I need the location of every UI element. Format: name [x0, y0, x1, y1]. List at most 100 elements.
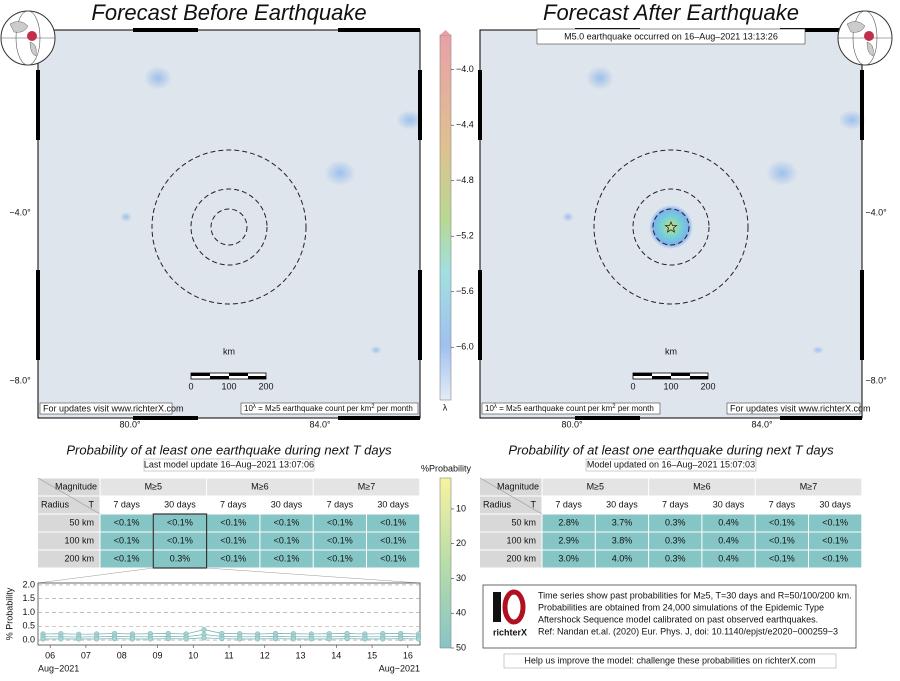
lat-label: −4.0°: [865, 207, 887, 217]
lon-label: 84.0°: [309, 419, 331, 429]
lon-label: 80.0°: [561, 419, 583, 429]
radius-ring: [151, 149, 307, 305]
scale-bar-fill: [191, 373, 210, 376]
rate-anomaly: [838, 110, 866, 130]
series-point: [255, 636, 261, 642]
table-cell: <0.1%: [769, 553, 795, 563]
series-point: [272, 636, 279, 642]
colorbar-tick-label: −5.2: [456, 231, 474, 241]
table-cell: <0.1%: [327, 517, 353, 527]
scale-bar-fill: [690, 376, 708, 379]
scale-label: 200: [700, 381, 715, 391]
globe-land: [846, 21, 874, 57]
series-point: [94, 636, 100, 642]
legend-note: 10λ = M≥5 earthquake count per km2 per m…: [244, 404, 413, 414]
subtitle-box: [585, 458, 757, 472]
table-cell: <0.1%: [822, 553, 848, 563]
updates-box: [39, 402, 173, 415]
scale-bar-fill: [248, 376, 266, 379]
rate-anomaly: [586, 66, 614, 90]
table-cell: 3.7%: [612, 517, 633, 527]
footer-box: [503, 653, 837, 669]
colorbar: [439, 477, 452, 649]
logo-ring: [502, 589, 526, 625]
y-tick-label: 2.0: [22, 579, 35, 589]
corner-diagonal: [479, 477, 543, 515]
table-cell: <0.1%: [114, 517, 140, 527]
footer-note: Help us improve the model: challenge the…: [524, 655, 815, 665]
scale-unit: km: [665, 346, 677, 356]
series-line: [43, 634, 419, 638]
colorbar-tick-label: −4.8: [456, 175, 474, 185]
info-box: [482, 584, 857, 649]
series-point: [380, 636, 386, 642]
period-header: 7 days: [220, 499, 247, 509]
table-cell: 0.3%: [665, 517, 686, 527]
period-header: 7 days: [327, 499, 354, 509]
series-point: [147, 636, 153, 642]
colorbar-tick-label: 50: [456, 642, 466, 652]
corner-magnitude: Magnitude: [55, 481, 97, 491]
colorbar-tick-label: 30: [456, 573, 466, 583]
table-cell: <0.1%: [114, 535, 140, 545]
period-header: 7 days: [769, 499, 796, 509]
scale-bar-fill: [671, 373, 690, 376]
table-cell: <0.1%: [769, 535, 795, 545]
colorbar-tick-label: 20: [456, 538, 466, 548]
series-line: [43, 629, 419, 635]
table-cell: <0.1%: [822, 535, 848, 545]
zoom-line: [206, 567, 421, 584]
highlight-box: [152, 513, 208, 569]
corner-t: T: [89, 499, 95, 509]
table-cell: 3.8%: [612, 535, 633, 545]
series-point: [58, 636, 64, 642]
corner-radius: Radius: [483, 499, 512, 509]
row-label: 200 km: [506, 553, 536, 563]
row-label: 100 km: [506, 535, 536, 545]
x-tick-label: 12: [260, 650, 270, 660]
radius-ring: [210, 208, 248, 246]
period-header: 30 days: [606, 499, 638, 509]
series-point: [201, 635, 207, 641]
series-point: [415, 636, 422, 642]
scale-label: 0: [188, 381, 193, 391]
info-line: Time series show past probabilities for …: [538, 590, 852, 600]
table-header-row: [480, 496, 862, 514]
row-label: 50 km: [511, 517, 536, 527]
table-cell: <0.1%: [167, 517, 193, 527]
row-label: 200 km: [64, 553, 94, 563]
y-tick-label: 0.5: [22, 621, 35, 631]
scale-bar-fill: [652, 376, 671, 379]
colorbar-tick-label: 10: [456, 503, 466, 513]
table-cell: 0.4%: [718, 553, 739, 563]
period-header: 30 days: [377, 499, 409, 509]
rate-anomaly: [562, 212, 574, 222]
table-cell: <0.1%: [220, 535, 246, 545]
zoom-line: [37, 567, 154, 584]
x-tick-label: 11: [224, 650, 233, 660]
period-header: 7 days: [662, 499, 689, 509]
map-frame: [37, 29, 421, 419]
series-point: [219, 636, 225, 642]
scale-bar-fill: [229, 373, 248, 376]
magnitude-header: M≥7: [358, 481, 375, 491]
rate-anomaly: [396, 110, 424, 130]
series-point: [165, 636, 171, 642]
x-tick-label: 06: [45, 650, 55, 660]
series-point: [344, 636, 350, 642]
table-cell: 3.0%: [558, 553, 579, 563]
table-cell: 2.9%: [558, 535, 579, 545]
colorbar-tick-label: −5.6: [456, 286, 474, 296]
series-point: [40, 636, 46, 642]
series-point: [183, 636, 189, 642]
radius-ring: [632, 188, 710, 266]
epicenter-marker: [27, 31, 37, 41]
legend-box: [240, 402, 419, 415]
colorbar-tick-label: −4.0: [456, 64, 474, 74]
magnitude-header: M≥5: [145, 481, 162, 491]
colorbar-tick-label: −4.4: [456, 120, 474, 130]
series-point: [201, 626, 207, 633]
series-point: [111, 636, 118, 642]
rate-anomaly: [144, 66, 172, 90]
row-label: 100 km: [64, 535, 94, 545]
